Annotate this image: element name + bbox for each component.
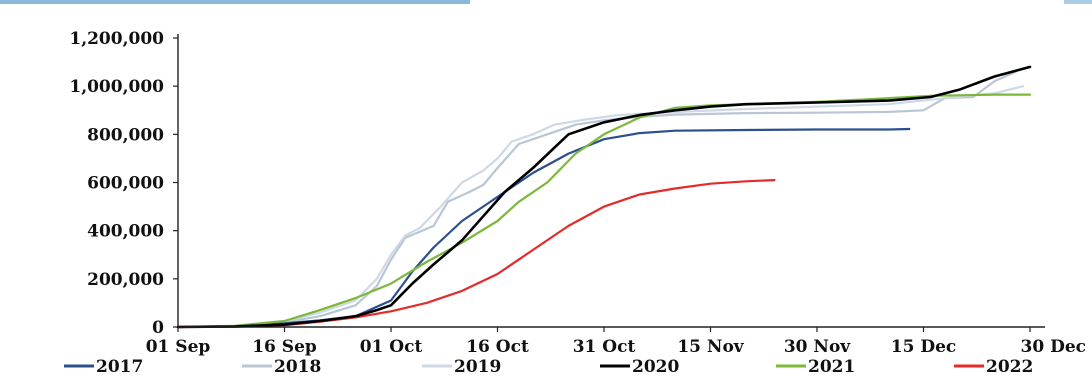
- axes: [177, 34, 1045, 328]
- x-tick-label: 01 Sep: [146, 337, 211, 357]
- series-line-2019: [176, 85, 1024, 329]
- x-tick-label: 31 Oct: [573, 337, 636, 357]
- x-tick-label: 15 Nov: [677, 337, 744, 357]
- x-tick-label: 16 Oct: [466, 337, 529, 357]
- legend-label-2018: 2018: [274, 357, 321, 377]
- y-tick-label: 800,000: [87, 125, 164, 145]
- legend-label-2021: 2021: [808, 357, 855, 377]
- y-tick-label: 1,000,000: [69, 77, 164, 97]
- series-line-2021: [176, 93, 1032, 329]
- series-lines: [176, 65, 1032, 329]
- y-tick-label: 1,200,000: [69, 29, 164, 49]
- series-line-2020: [176, 65, 1032, 329]
- x-tick-label: 30 Nov: [784, 337, 851, 357]
- legend-label-2022: 2022: [986, 357, 1033, 377]
- y-tick-label: 0: [152, 318, 164, 338]
- y-tick-label: 400,000: [87, 222, 164, 242]
- legend: 2017 2018 2019 2020 2021 2022: [64, 357, 1033, 377]
- cropped-corner-fragment: [1064, 0, 1092, 4]
- x-tick-label: 16 Sep: [252, 337, 317, 357]
- legend-label-2017: 2017: [96, 357, 143, 377]
- x-tick-label: 15 Dec: [891, 337, 957, 357]
- y-tick-label: 200,000: [87, 270, 164, 290]
- legend-label-2019: 2019: [454, 357, 501, 377]
- cropped-title-strip: [0, 0, 1092, 10]
- series-line-2022: [176, 179, 776, 329]
- x-tick-label: 30 Dec: [1021, 337, 1087, 357]
- x-tick-label: 01 Oct: [360, 337, 423, 357]
- series-line-2018: [176, 70, 1017, 329]
- x-axis-ticks: 01 Sep 16 Sep 01 Oct 16 Oct 31 Oct 15 Nov 30 N…: [146, 327, 1086, 357]
- y-axis-ticks: 0 200,000 400,000 600,000 800,000 1,000,000 1,…: [69, 29, 178, 338]
- y-tick-label: 600,000: [87, 174, 164, 194]
- legend-label-2020: 2020: [632, 357, 679, 377]
- cropped-title-fragment: [0, 0, 470, 4]
